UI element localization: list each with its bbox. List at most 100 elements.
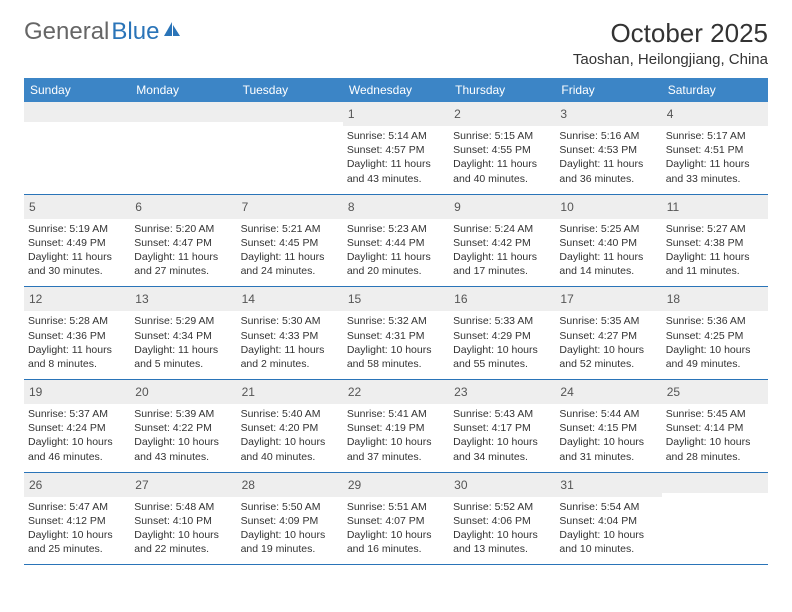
day-number: 31	[560, 478, 573, 492]
sunrise-text: Sunrise: 5:54 AM	[559, 500, 657, 514]
daylight-text: Daylight: 10 hours and 52 minutes.	[559, 343, 657, 371]
day-cell: 8Sunrise: 5:23 AMSunset: 4:44 PMDaylight…	[343, 195, 449, 287]
daylight-text: Daylight: 11 hours and 14 minutes.	[559, 250, 657, 278]
week-row: 12Sunrise: 5:28 AMSunset: 4:36 PMDayligh…	[24, 287, 768, 380]
daylight-text: Daylight: 10 hours and 55 minutes.	[453, 343, 551, 371]
day-number: 26	[29, 478, 42, 492]
sunset-text: Sunset: 4:09 PM	[241, 514, 339, 528]
day-cell: 1Sunrise: 5:14 AMSunset: 4:57 PMDaylight…	[343, 102, 449, 194]
empty-day-cell	[130, 102, 236, 194]
day-cell: 4Sunrise: 5:17 AMSunset: 4:51 PMDaylight…	[662, 102, 768, 194]
daylight-text: Daylight: 10 hours and 43 minutes.	[134, 435, 232, 463]
sunrise-text: Sunrise: 5:17 AM	[666, 129, 764, 143]
day-info: Sunrise: 5:41 AMSunset: 4:19 PMDaylight:…	[347, 407, 445, 464]
day-cell: 7 Sunrise: 5:21 AMSunset: 4:45 PMDaylight…	[237, 195, 343, 287]
sunset-text: Sunset: 4:47 PM	[134, 236, 232, 250]
sunrise-text: Sunrise: 5:44 AM	[559, 407, 657, 421]
day-cell: 21 Sunrise: 5:40 AMSunset: 4:20 PMDayligh…	[237, 380, 343, 472]
day-cell: 19Sunrise: 5:37 AMSunset: 4:24 PMDayligh…	[24, 380, 130, 472]
sunrise-text: Sunrise: 5:45 AM	[666, 407, 764, 421]
day-cell: 6Sunrise: 5:20 AMSunset: 4:47 PMDaylight…	[130, 195, 236, 287]
day-info: Sunrise: 5:15 AMSunset: 4:55 PMDaylight:…	[453, 129, 551, 186]
day-cell: 20Sunrise: 5:39 AMSunset: 4:22 PMDayligh…	[130, 380, 236, 472]
sunrise-text: Sunrise: 5:51 AM	[347, 500, 445, 514]
sunrise-text: Sunrise: 5:32 AM	[347, 314, 445, 328]
day-number: 23	[454, 385, 467, 399]
sunset-text: Sunset: 4:19 PM	[347, 421, 445, 435]
sunset-text: Sunset: 4:27 PM	[559, 329, 657, 343]
day-number: 14	[242, 292, 255, 306]
sunrise-text: Sunrise: 5:15 AM	[453, 129, 551, 143]
daylight-text: Daylight: 11 hours and 17 minutes.	[453, 250, 551, 278]
day-number: 21	[242, 385, 255, 399]
weeks-container: 1Sunrise: 5:14 AMSunset: 4:57 PMDaylight…	[24, 102, 768, 565]
sunrise-text: Sunrise: 5:41 AM	[347, 407, 445, 421]
sunset-text: Sunset: 4:34 PM	[134, 329, 232, 343]
sunset-text: Sunset: 4:24 PM	[28, 421, 126, 435]
sunrise-text: Sunrise: 5:27 AM	[666, 222, 764, 236]
daylight-text: Daylight: 11 hours and 20 minutes.	[347, 250, 445, 278]
day-cell: 18Sunrise: 5:36 AMSunset: 4:25 PMDayligh…	[662, 287, 768, 379]
sunset-text: Sunset: 4:51 PM	[666, 143, 764, 157]
daylight-text: Daylight: 11 hours and 27 minutes.	[134, 250, 232, 278]
day-number: 5	[29, 200, 36, 214]
day-cell: 16 Sunrise: 5:33 AMSunset: 4:29 PMDayligh…	[449, 287, 555, 379]
day-info: Sunrise: 5:48 AMSunset: 4:10 PMDaylight:…	[134, 500, 232, 557]
day-cell: 12Sunrise: 5:28 AMSunset: 4:36 PMDayligh…	[24, 287, 130, 379]
day-number: 22	[348, 385, 361, 399]
location: Taoshan, Heilongjiang, China	[573, 51, 768, 68]
day-number: 6	[135, 200, 142, 214]
logo-text-part1: General	[24, 18, 109, 46]
day-info: Sunrise: 5:19 AMSunset: 4:49 PMDaylight:…	[28, 222, 126, 279]
day-info: Sunrise: 5:21 AMSunset: 4:45 PMDaylight:…	[241, 222, 339, 279]
day-info: Sunrise: 5:39 AMSunset: 4:22 PMDaylight:…	[134, 407, 232, 464]
day-number: 28	[242, 478, 255, 492]
daylight-text: Daylight: 11 hours and 30 minutes.	[28, 250, 126, 278]
daylight-text: Daylight: 10 hours and 31 minutes.	[559, 435, 657, 463]
day-header-cell: Monday	[130, 78, 236, 102]
day-info: Sunrise: 5:43 AMSunset: 4:17 PMDaylight:…	[453, 407, 551, 464]
month-title: October 2025	[573, 18, 768, 49]
logo: General Blue	[24, 18, 182, 46]
daylight-text: Daylight: 10 hours and 25 minutes.	[28, 528, 126, 556]
sunset-text: Sunset: 4:25 PM	[666, 329, 764, 343]
sunset-text: Sunset: 4:40 PM	[559, 236, 657, 250]
week-row: 26Sunrise: 5:47 AMSunset: 4:12 PMDayligh…	[24, 473, 768, 566]
sunrise-text: Sunrise: 5:25 AM	[559, 222, 657, 236]
day-number: 15	[348, 292, 361, 306]
header: General Blue October 2025 Taoshan, Heilo…	[24, 18, 768, 68]
day-number: 16	[454, 292, 467, 306]
sunrise-text: Sunrise: 5:35 AM	[559, 314, 657, 328]
sunset-text: Sunset: 4:10 PM	[134, 514, 232, 528]
day-number: 7	[242, 200, 249, 214]
day-header-cell: Friday	[555, 78, 661, 102]
empty-day-cell	[662, 473, 768, 565]
day-info: Sunrise: 5:30 AMSunset: 4:33 PMDaylight:…	[241, 314, 339, 371]
daylight-text: Daylight: 10 hours and 37 minutes.	[347, 435, 445, 463]
day-info: Sunrise: 5:35 AMSunset: 4:27 PMDaylight:…	[559, 314, 657, 371]
day-info: Sunrise: 5:50 AMSunset: 4:09 PMDaylight:…	[241, 500, 339, 557]
day-cell: 23 Sunrise: 5:43 AMSunset: 4:17 PMDayligh…	[449, 380, 555, 472]
day-info: Sunrise: 5:33 AMSunset: 4:29 PMDaylight:…	[453, 314, 551, 371]
daylight-text: Daylight: 10 hours and 22 minutes.	[134, 528, 232, 556]
day-cell: 30Sunrise: 5:52 AMSunset: 4:06 PMDayligh…	[449, 473, 555, 565]
sunset-text: Sunset: 4:55 PM	[453, 143, 551, 157]
day-header-row: SundayMondayTuesdayWednesdayThursdayFrid…	[24, 78, 768, 102]
day-cell: 29Sunrise: 5:51 AMSunset: 4:07 PMDayligh…	[343, 473, 449, 565]
day-cell: 15Sunrise: 5:32 AMSunset: 4:31 PMDayligh…	[343, 287, 449, 379]
daylight-text: Daylight: 10 hours and 34 minutes.	[453, 435, 551, 463]
sunrise-text: Sunrise: 5:43 AM	[453, 407, 551, 421]
day-info: Sunrise: 5:54 AMSunset: 4:04 PMDaylight:…	[559, 500, 657, 557]
sunrise-text: Sunrise: 5:37 AM	[28, 407, 126, 421]
day-info: Sunrise: 5:27 AMSunset: 4:38 PMDaylight:…	[666, 222, 764, 279]
title-block: October 2025 Taoshan, Heilongjiang, Chin…	[573, 18, 768, 68]
day-number: 17	[560, 292, 573, 306]
day-number: 11	[667, 200, 679, 214]
sunset-text: Sunset: 4:29 PM	[453, 329, 551, 343]
day-info: Sunrise: 5:24 AMSunset: 4:42 PMDaylight:…	[453, 222, 551, 279]
day-info: Sunrise: 5:40 AMSunset: 4:20 PMDaylight:…	[241, 407, 339, 464]
sunset-text: Sunset: 4:33 PM	[241, 329, 339, 343]
daylight-text: Daylight: 11 hours and 40 minutes.	[453, 157, 551, 185]
day-cell: 14 Sunrise: 5:30 AMSunset: 4:33 PMDayligh…	[237, 287, 343, 379]
sunset-text: Sunset: 4:04 PM	[559, 514, 657, 528]
